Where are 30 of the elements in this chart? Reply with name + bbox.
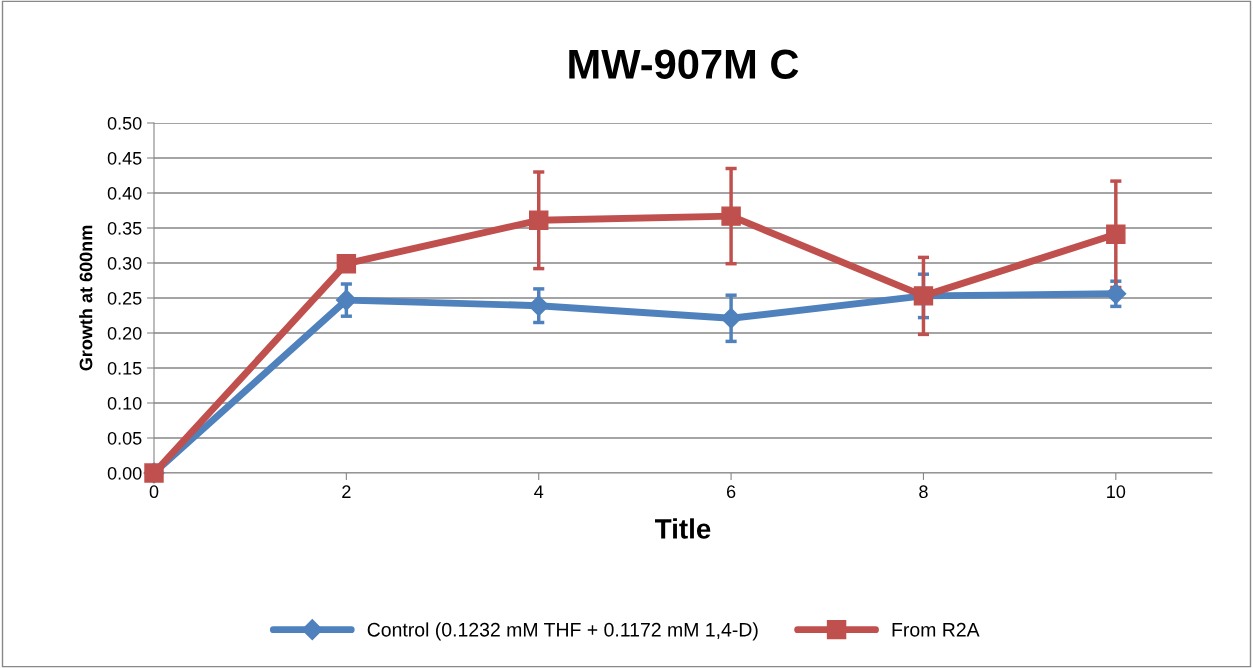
point bbox=[1106, 224, 1126, 245]
x-tick-label: 6 bbox=[726, 485, 736, 499]
y-tick-label: 0.40 bbox=[107, 186, 142, 200]
legend-label: Control (0.1232 mM THF + 0.1172 mM 1,4-D) bbox=[367, 622, 758, 641]
y-tick-label: 0.35 bbox=[107, 221, 142, 235]
x-tick-label: 0 bbox=[149, 485, 159, 499]
point bbox=[336, 253, 357, 274]
y-tick-label: 0.00 bbox=[107, 466, 142, 480]
point bbox=[720, 307, 742, 329]
y-tick-label: 0.30 bbox=[107, 256, 142, 270]
point bbox=[529, 210, 549, 231]
y-tick-label: 0.25 bbox=[107, 291, 142, 305]
y-tick-label: 0.45 bbox=[107, 151, 142, 165]
point bbox=[528, 295, 550, 317]
legend-label: From R2A bbox=[892, 622, 980, 637]
point bbox=[1105, 283, 1127, 305]
chart-title: MW-907M C bbox=[569, 49, 799, 79]
point bbox=[335, 289, 357, 311]
point bbox=[721, 206, 741, 226]
x-tick-label: 8 bbox=[919, 485, 928, 499]
x-tick-label: 10 bbox=[1107, 485, 1126, 499]
y-tick-label: 0.10 bbox=[107, 396, 142, 410]
y-tick-label: 0.15 bbox=[107, 361, 142, 375]
x-tick-label: 4 bbox=[534, 485, 544, 498]
y-axis-title: Growth at 600nm bbox=[79, 225, 93, 371]
x-axis-title: Title bbox=[655, 518, 711, 539]
y-tick-label: 0.05 bbox=[107, 431, 142, 445]
y-tick-label: 0.50 bbox=[107, 116, 142, 130]
x-tick-label: 2 bbox=[342, 485, 351, 498]
y-tick-label: 0.20 bbox=[107, 326, 142, 340]
